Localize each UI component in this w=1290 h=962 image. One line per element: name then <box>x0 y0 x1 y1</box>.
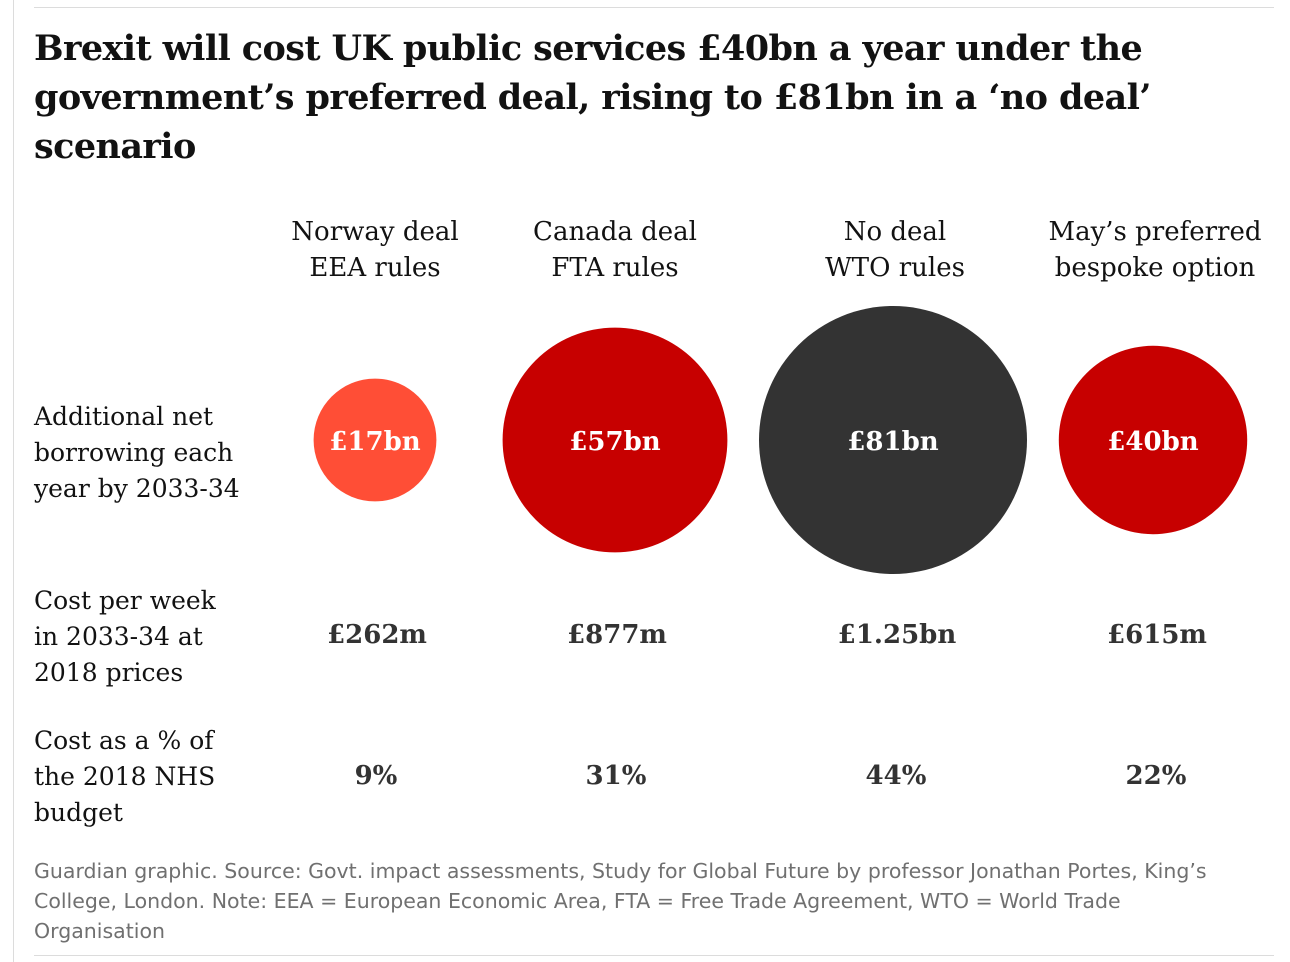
row-label-borrowing: Additional net borrowing each year by 20… <box>34 399 264 507</box>
column-header-line-2: bespoke option <box>1054 253 1256 283</box>
footnote-line-2: College, London. Note: EEA = European Ec… <box>34 889 1121 913</box>
row-label-cost-per-week: Cost per week in 2033-34 at 2018 prices <box>34 583 264 691</box>
bubble-may-preferred <box>1058 345 1248 535</box>
chart-title-line-2: government’s preferred deal, rising to £… <box>34 77 1151 118</box>
row-label-line: borrowing each <box>34 438 234 467</box>
source-footnote: Guardian graphic. Source: Govt. impact a… <box>34 856 1270 946</box>
footnote-line-1: Guardian graphic. Source: Govt. impact a… <box>34 859 1207 883</box>
column-header-line-1: Norway deal <box>291 217 459 247</box>
bubble-no-deal <box>759 306 1027 574</box>
column-header-line-2: WTO rules <box>825 253 965 283</box>
cost-per-week-may-preferred: £615m <box>1107 620 1207 650</box>
top-rule <box>34 7 1274 8</box>
chart-title-line-1: Brexit will cost UK public services £40b… <box>34 28 1143 69</box>
bottom-rule <box>34 955 1274 956</box>
row-label-line: Cost per week <box>34 586 216 615</box>
row-label-line: the 2018 NHS <box>34 762 216 791</box>
footnote-line-3: Organisation <box>34 919 165 943</box>
column-header-may-preferred: May’s preferred bespoke option <box>1030 214 1280 286</box>
column-header-norway: Norway deal EEA rules <box>250 214 500 286</box>
chart-title: Brexit will cost UK public services £40b… <box>34 24 1204 171</box>
bubble-label-no-deal: £81bn <box>847 427 938 457</box>
bubble-norway <box>313 378 437 502</box>
chart-title-line-3: scenario <box>34 126 196 167</box>
nhs-share-may-preferred: 22% <box>1125 761 1187 791</box>
column-header-line-1: May’s preferred <box>1048 217 1262 247</box>
nhs-share-norway: 9% <box>354 761 398 791</box>
column-header-canada: Canada deal FTA rules <box>490 214 740 286</box>
bubble-canada <box>502 327 728 553</box>
row-label-line: Cost as a % of <box>34 726 214 755</box>
column-header-line-2: EEA rules <box>309 253 441 283</box>
row-label-nhs-share: Cost as a % of the 2018 NHS budget <box>34 723 264 831</box>
column-header-no-deal: No deal WTO rules <box>770 214 1020 286</box>
row-label-line: year by 2033-34 <box>34 474 240 503</box>
row-label-line: Additional net <box>34 402 214 431</box>
bubble-label-norway: £17bn <box>329 427 420 457</box>
bubble-label-canada: £57bn <box>569 427 660 457</box>
cost-per-week-no-deal: £1.25bn <box>837 620 957 650</box>
column-header-line-1: Canada deal <box>533 217 697 247</box>
left-rule <box>13 0 14 962</box>
column-header-line-1: No deal <box>843 217 947 247</box>
row-label-line: in 2033-34 at <box>34 622 203 651</box>
bubble-label-may-preferred: £40bn <box>1107 427 1198 457</box>
cost-per-week-canada: £877m <box>567 620 667 650</box>
cost-per-week-norway: £262m <box>327 620 427 650</box>
row-label-line: budget <box>34 798 123 827</box>
nhs-share-no-deal: 44% <box>865 761 927 791</box>
nhs-share-canada: 31% <box>585 761 647 791</box>
row-label-line: 2018 prices <box>34 658 184 687</box>
column-header-line-2: FTA rules <box>551 253 679 283</box>
